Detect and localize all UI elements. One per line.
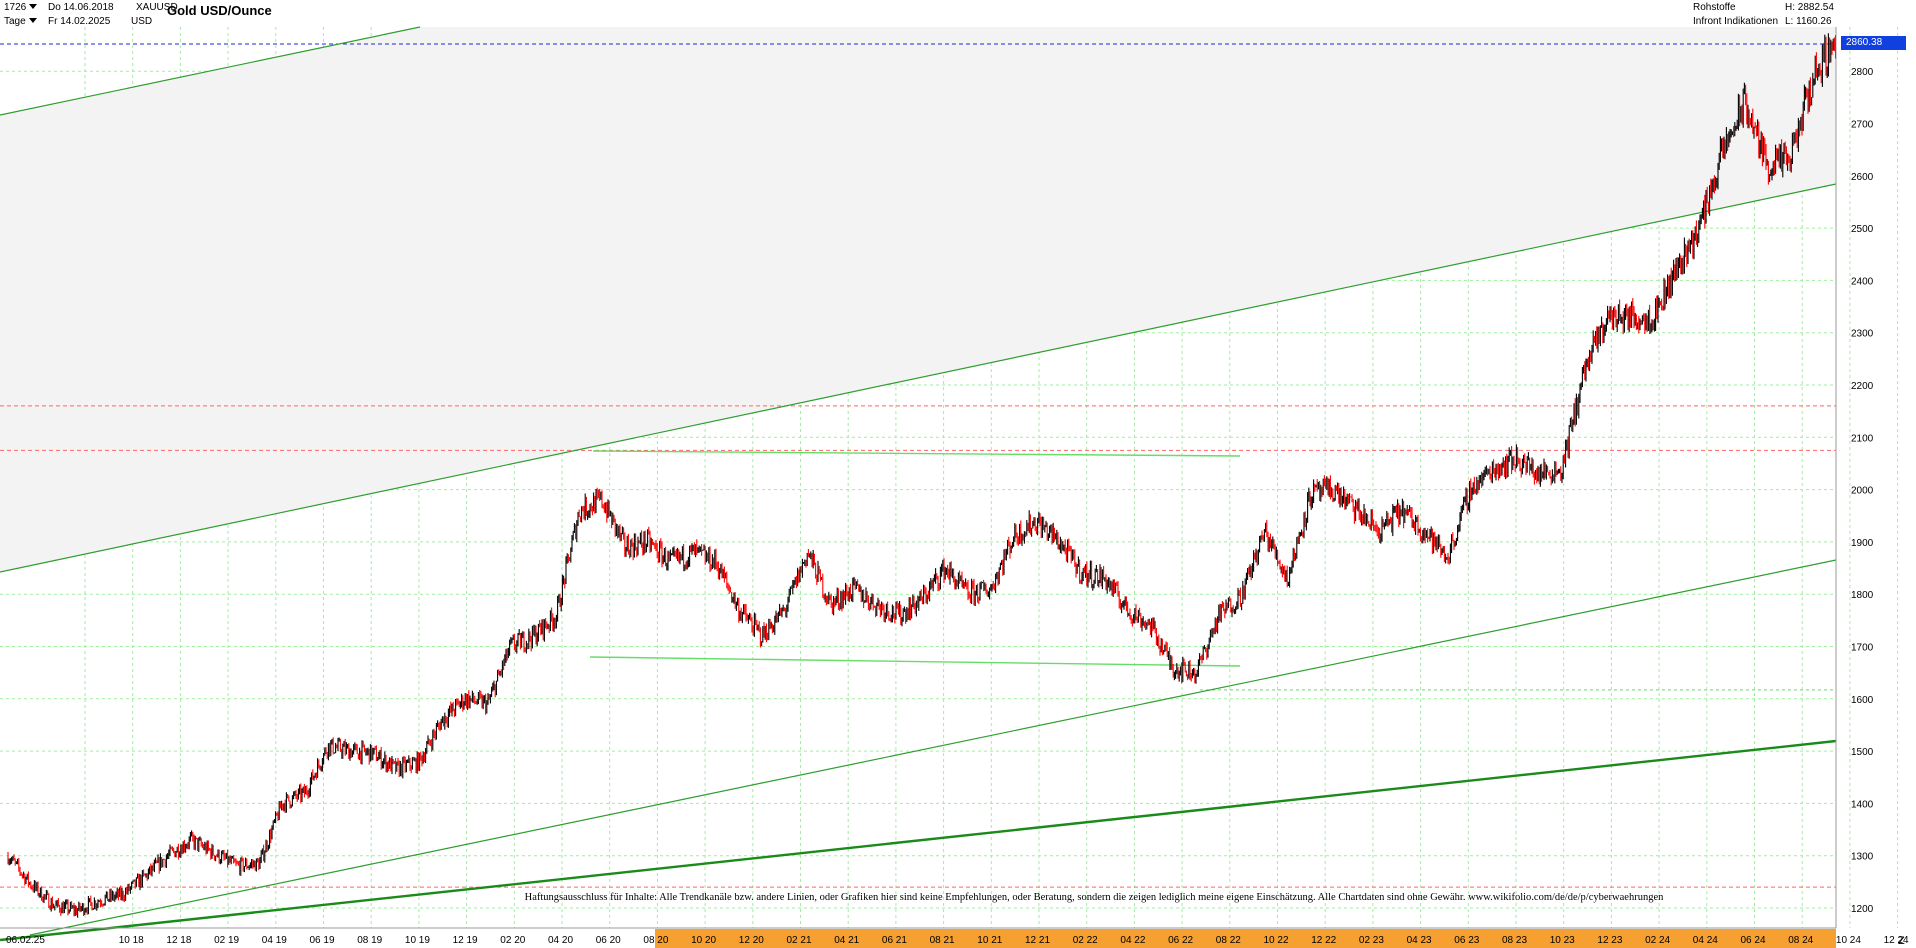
upper-channel-line: [0, 26, 421, 116]
support-line: [589, 656, 1241, 667]
dropdown-icon[interactable]: [28, 18, 37, 24]
y-tick-label: 1800: [1851, 590, 1874, 601]
y-tick-label: 1600: [1851, 695, 1874, 706]
y-tick-label: 2100: [1851, 433, 1874, 444]
x-tick-label: 06 20: [596, 935, 621, 946]
z-label: Z: [1898, 935, 1905, 947]
y-tick-label: 2000: [1851, 486, 1874, 497]
resistance-line: [592, 450, 1241, 457]
x-tick-label: 06 22: [1168, 935, 1193, 946]
dropdown-icon[interactable]: [29, 4, 38, 10]
x-tick-label: 04 23: [1407, 935, 1432, 946]
current-price-tag: 2860.38: [1841, 36, 1906, 50]
end-date: Fr 14.02.2025: [48, 16, 111, 27]
x-tick-label: 04 24: [1693, 935, 1718, 946]
x-tick-label: 04 21: [834, 935, 859, 946]
y-tick-label: 2500: [1851, 224, 1874, 235]
x-tick-label: 04 22: [1120, 935, 1145, 946]
start-date: Do 14.06.2018: [48, 2, 114, 13]
y-tick-label: 1200: [1851, 904, 1874, 915]
y-tick-label: 1400: [1851, 799, 1874, 810]
y-tick-label: 1900: [1851, 538, 1874, 549]
x-tick-label: 10 21: [977, 935, 1002, 946]
x-tick-label: 02 20: [500, 935, 525, 946]
y-tick-label: 2200: [1851, 381, 1874, 392]
x-tick-label: 02 22: [1073, 935, 1098, 946]
x-tick-label: 02 19: [214, 935, 239, 946]
x-tick-label: 08 22: [1216, 935, 1241, 946]
price-candles: [7, 33, 1837, 918]
x-tick-label: 12 23: [1597, 935, 1622, 946]
x-tick-label: 10 23: [1550, 935, 1575, 946]
y-tick-label: 2800: [1851, 67, 1874, 78]
x-tick-label: 10 22: [1264, 935, 1289, 946]
y-tick-label: 1500: [1851, 747, 1874, 758]
trendlines: [0, 26, 1837, 942]
x-tick-label: 06 23: [1454, 935, 1479, 946]
x-tick-label: 06 24: [1741, 935, 1766, 946]
y-tick-label: 2600: [1851, 172, 1874, 183]
x-tick-label: 02 23: [1359, 935, 1384, 946]
x-tick-label: 06 21: [882, 935, 907, 946]
x-tick-label: 10 18: [119, 935, 144, 946]
high-value: H: 2882.54: [1785, 2, 1834, 13]
bars-count[interactable]: 1726: [4, 1, 40, 14]
currency-label: USD: [131, 16, 153, 27]
x-tick-label: 02 21: [787, 935, 812, 946]
x-tick-label: 08 19: [357, 935, 382, 946]
y-tick-label: 2700: [1851, 120, 1874, 131]
timeframe-value: Tage: [4, 16, 26, 27]
timeframe-select[interactable]: Tage: [4, 15, 40, 28]
x-tick-label: 12 22: [1311, 935, 1336, 946]
x-tick-label: 06.02.25: [6, 935, 45, 946]
trend-channel-band: [0, 27, 1836, 572]
category-label: Rohstoffe: [1693, 2, 1736, 13]
x-tick-label: 12 21: [1025, 935, 1050, 946]
middle-channel-line: [0, 183, 1837, 573]
long-term-trendline: [0, 739, 1837, 942]
x-tick-label: 12 24: [1884, 935, 1909, 946]
x-tick-label: 08 23: [1502, 935, 1527, 946]
reference-lines: [0, 43, 1836, 888]
x-tick-label: 02 24: [1645, 935, 1670, 946]
symbol-label: XAUUSD: [136, 2, 178, 13]
bars-count-value: 1726: [4, 2, 27, 13]
x-tick-label: 06 19: [310, 935, 335, 946]
x-tick-label: 10 24: [1836, 935, 1861, 946]
y-tick-label: 1300: [1851, 852, 1874, 863]
x-tick-label: 08 21: [930, 935, 955, 946]
x-tick-label: 12 19: [453, 935, 478, 946]
x-tick-label: 12 18: [166, 935, 191, 946]
x-tick-label: 08 20: [643, 935, 668, 946]
y-axis: 1200 1300 1400 1500 1600 1700 1800 1900 2000 2100…: [1835, 27, 1874, 928]
y-tick-label: 1700: [1851, 643, 1874, 654]
x-tick-label: 04 19: [262, 935, 287, 946]
lower-channel-line: [29, 559, 1837, 936]
x-tick-label: 08 24: [1788, 935, 1813, 946]
x-tick-label: 10 20: [691, 935, 716, 946]
x-tick-label: 04 20: [548, 935, 573, 946]
y-tick-label: 2400: [1851, 276, 1874, 287]
chart-title: Gold USD/Ounce: [167, 3, 272, 18]
indicator-label: Infront Indikationen: [1693, 16, 1779, 27]
x-tick-label: 10 19: [405, 935, 430, 946]
x-axis: 06.02.25 10 18 12 18 02 19 04 19 06 19 08 19 10…: [0, 927, 1909, 948]
x-tick-label: 12 20: [739, 935, 764, 946]
low-value: L: 1160.26: [1785, 16, 1832, 27]
forecast-axis-region: [655, 929, 1836, 948]
disclaimer: Haftungsausschluss für Inhalte: Alle Tre…: [525, 892, 1664, 903]
y-tick-label: 2300: [1851, 329, 1874, 340]
